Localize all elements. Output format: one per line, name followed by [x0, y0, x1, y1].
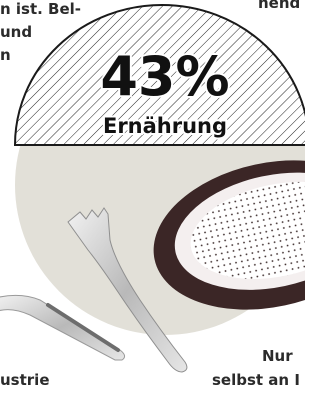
- right-text: hend: [258, 0, 300, 12]
- bottom-right-text: Nur: [262, 347, 293, 365]
- infographic: n ist. Bel- und n hend 43% Ernährung Nur…: [0, 0, 305, 393]
- left-text: n: [0, 46, 11, 64]
- left-text: n ist. Bel-: [0, 0, 81, 18]
- bottom-left-text: ustrie: [0, 371, 50, 389]
- highlight-label: Ernährung: [103, 114, 227, 138]
- bottom-right-text: selbst an I: [212, 371, 300, 389]
- left-text: und: [0, 23, 32, 41]
- highlight-value: 43%: [100, 45, 229, 108]
